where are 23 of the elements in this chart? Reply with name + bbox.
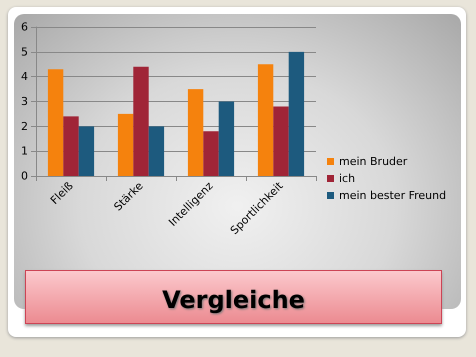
bar [288, 52, 304, 176]
bar [48, 69, 64, 176]
y-tick-label: 0 [21, 170, 28, 182]
bar [63, 116, 79, 176]
y-tick-label: 5 [21, 45, 28, 58]
y-tick-label: 1 [21, 144, 28, 158]
bar [188, 89, 204, 176]
legend-label: mein Bruder [339, 155, 408, 168]
bar [133, 66, 149, 176]
legend-label: mein bester Freund [339, 189, 446, 202]
bar [258, 64, 274, 176]
text: Vergleiche [161, 286, 306, 314]
y-tick-label: 6 [21, 20, 28, 34]
y-tick-label: 2 [21, 120, 28, 133]
bar [118, 114, 134, 176]
bar [148, 126, 164, 176]
bar [273, 106, 289, 176]
y-tick-label: 4 [21, 70, 28, 84]
y-tick-label: 3 [21, 95, 28, 108]
legend-label: ich [339, 172, 356, 185]
bar [78, 126, 94, 176]
bar [218, 102, 234, 176]
bar [203, 131, 219, 176]
